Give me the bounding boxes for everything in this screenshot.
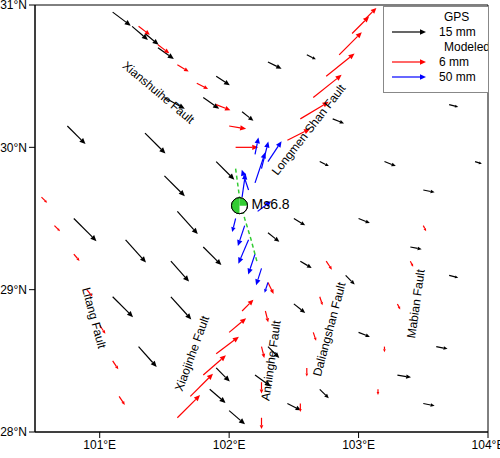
svg-text:31°N: 31°N [8, 0, 27, 12]
svg-text:GPS: GPS [444, 10, 469, 24]
svg-text:6 mm: 6 mm [439, 55, 469, 69]
svg-text:Anninghe Fault: Anninghe Fault [258, 319, 283, 402]
svg-text:28°N: 28°N [8, 425, 27, 439]
svg-text:102°E: 102°E [213, 438, 246, 452]
svg-text:Litang Fault: Litang Fault [79, 286, 109, 351]
svg-text:15 mm: 15 mm [439, 25, 476, 39]
svg-text:Longmen Shan Fault: Longmen Shan Fault [269, 81, 349, 178]
svg-text:Modeled: Modeled [444, 40, 489, 54]
svg-text:Xianshuihe Fault: Xianshuihe Fault [120, 59, 198, 128]
svg-text:50 mm: 50 mm [439, 70, 476, 84]
svg-text:Daliangshan Fault: Daliangshan Fault [310, 280, 349, 378]
svg-text:104°E: 104°E [472, 438, 492, 452]
svg-text:103°E: 103°E [342, 438, 375, 452]
svg-text:101°E: 101°E [83, 438, 116, 452]
svg-text:Ms6.8: Ms6.8 [251, 196, 289, 212]
svg-text:30°N: 30°N [8, 141, 27, 155]
svg-text:Xiaojinhe Fault: Xiaojinhe Fault [172, 313, 213, 393]
svg-text:Mabian Fault: Mabian Fault [404, 268, 428, 339]
svg-text:29°N: 29°N [8, 283, 27, 297]
